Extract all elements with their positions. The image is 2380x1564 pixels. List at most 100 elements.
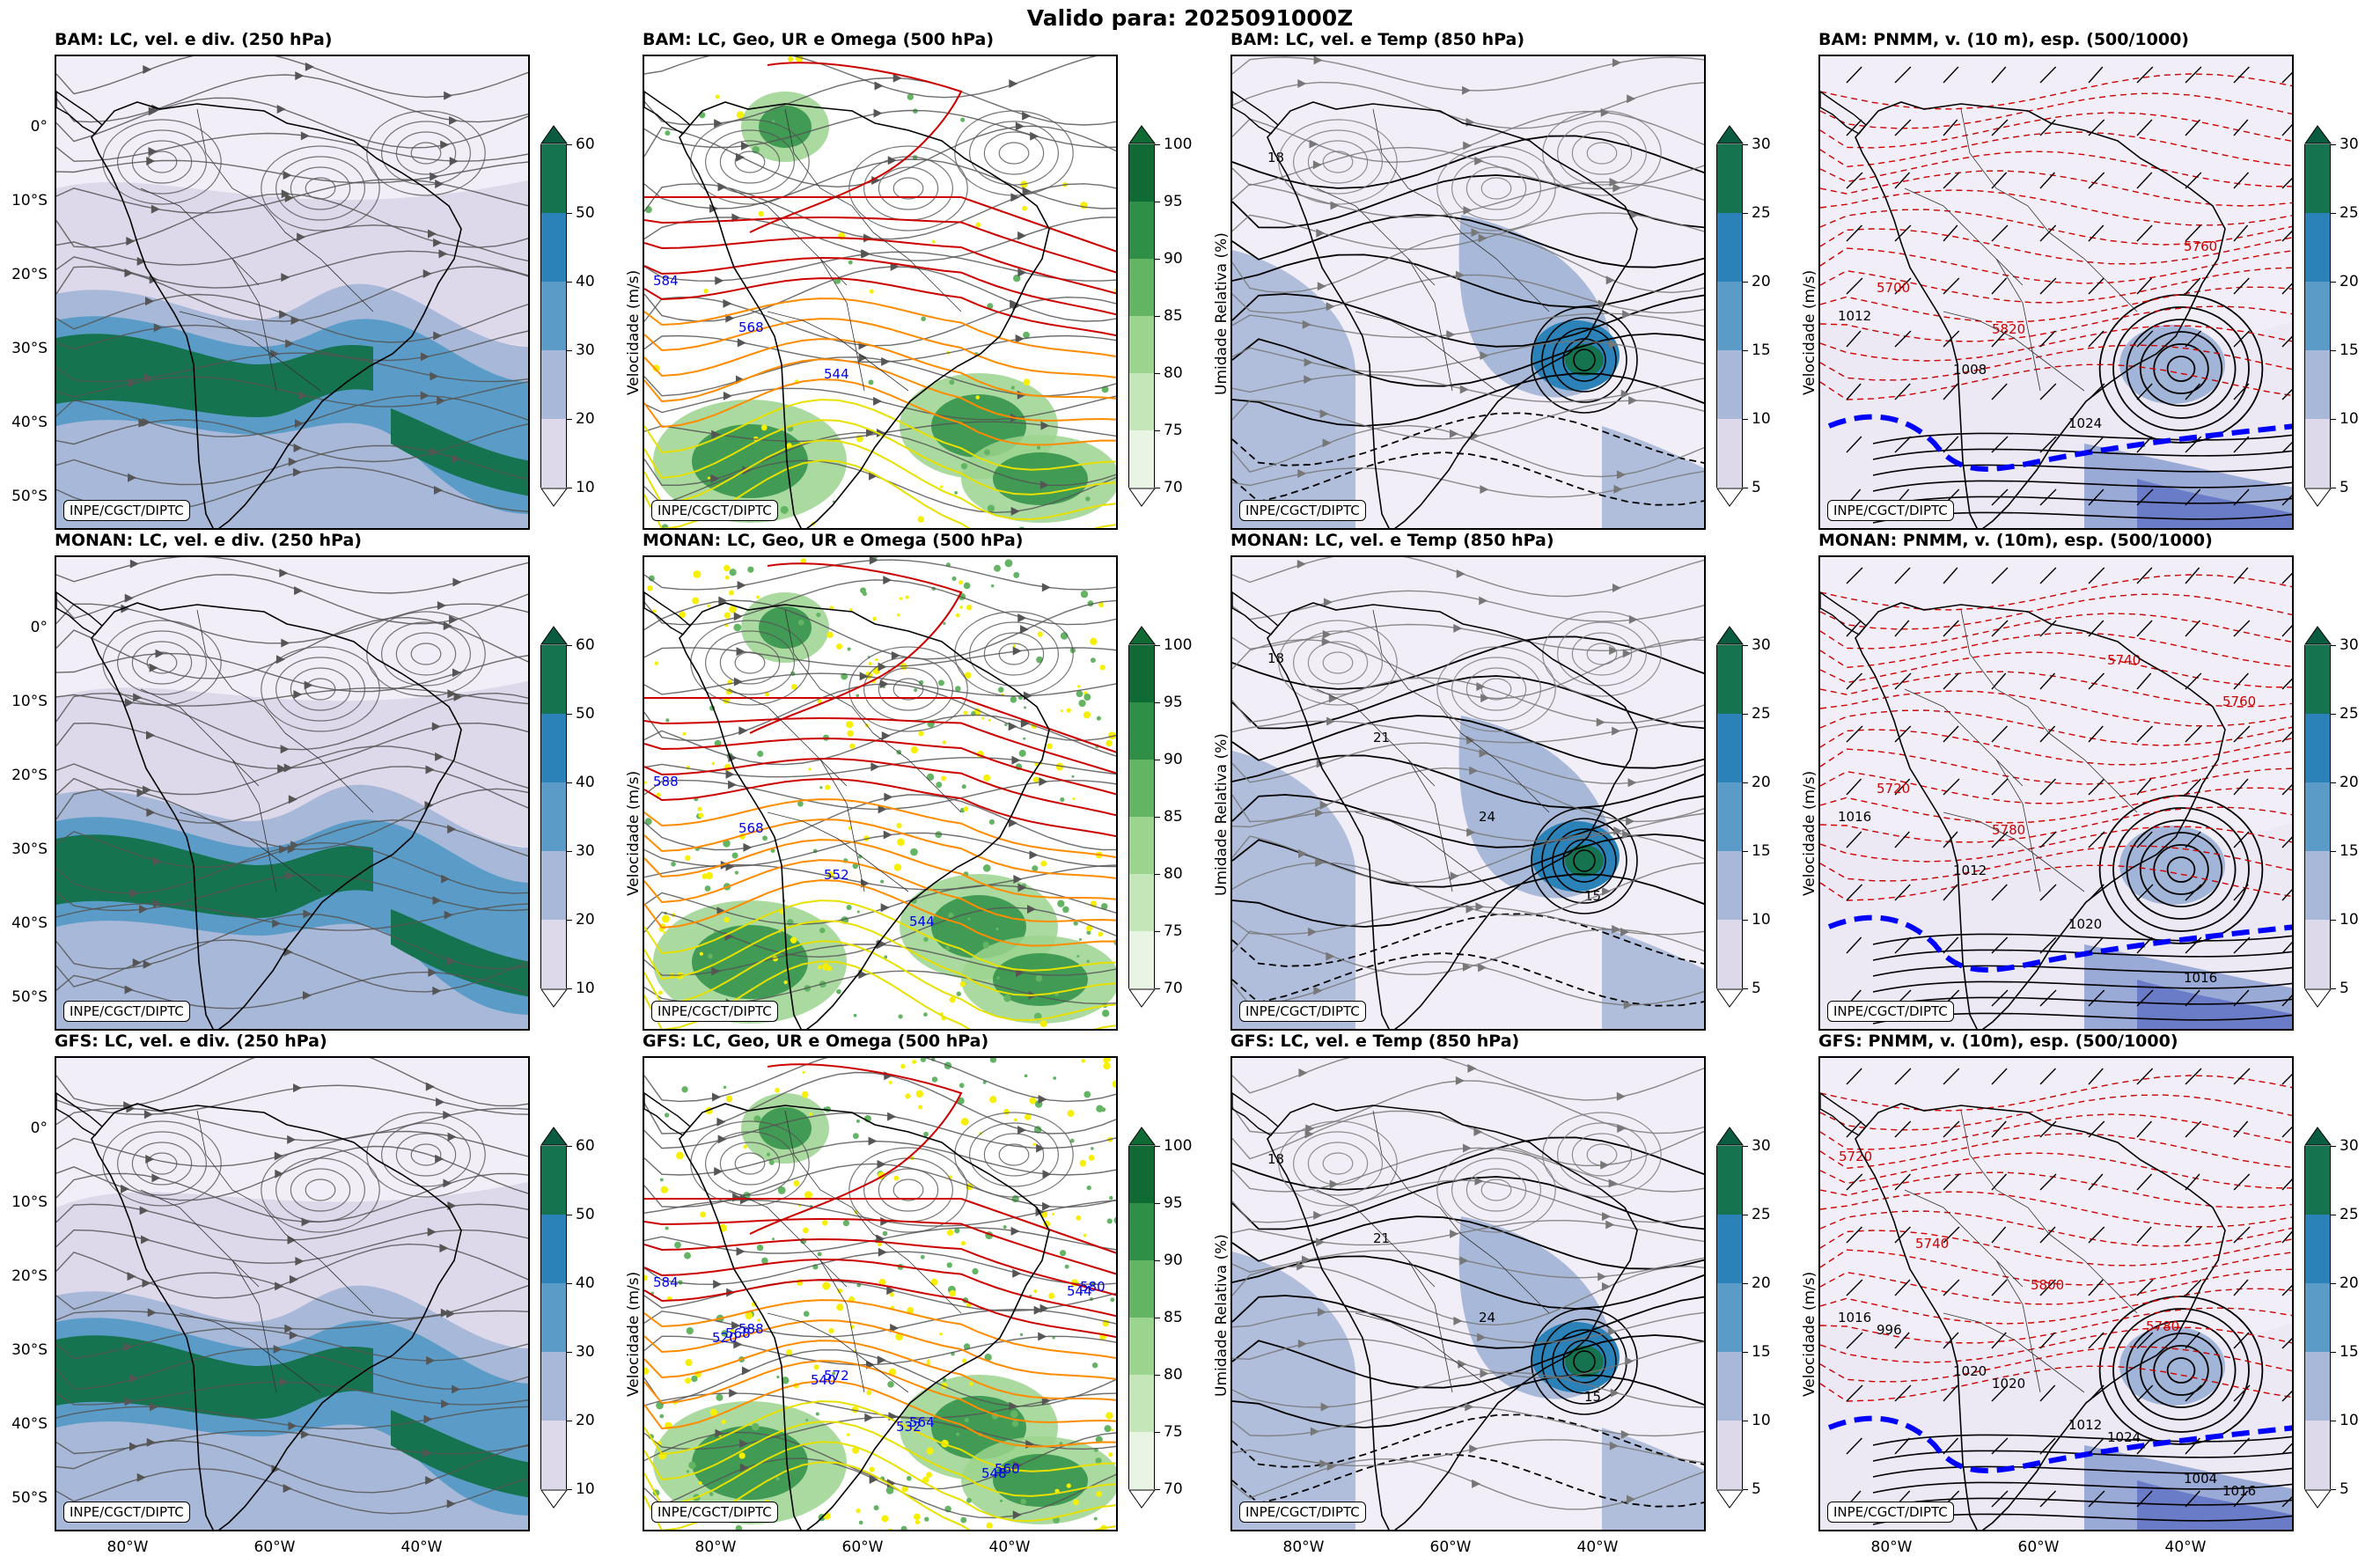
colorbar-wind850: 5 10 15 20 25 30 Velocidade (m/s) [1716, 1127, 1822, 1509]
isobar-label: 1020 [1992, 1376, 2025, 1391]
colorbar-tick-label: 75 [1164, 422, 1183, 439]
latitude-label: 20°S [11, 266, 48, 283]
longitude-label: 40°W [988, 1538, 1031, 1556]
temp-contour-label: 18 [1267, 150, 1284, 165]
colorbar-tickmark [2331, 350, 2336, 351]
geo-contour-label: 568 [725, 1325, 751, 1341]
colorbar-segment [1716, 1421, 1743, 1489]
colorbar-tick-label: 40 [576, 1274, 595, 1292]
longitude-label: 80°W [1282, 1538, 1325, 1556]
colorbar-tickmark [1155, 702, 1160, 703]
colorbar-tickmark [567, 1489, 572, 1490]
colorbar-segment [540, 144, 567, 213]
colorbar-tickmark [567, 920, 572, 921]
colorbar-tick-label: 80 [1164, 865, 1183, 883]
colorbar-tick-label: 100 [1164, 636, 1193, 654]
colorbar-tick-label: 10 [576, 1480, 595, 1498]
thickness-label: 5800 [2031, 1277, 2064, 1293]
colorbar-tick-label: 5 [2340, 479, 2349, 496]
geo-contour-label: 588 [653, 774, 679, 789]
colorbar-tick-label: 75 [1164, 1423, 1183, 1441]
colorbar-segment [1716, 714, 1743, 782]
colorbar-tick-label: 20 [2340, 1274, 2359, 1292]
geo-contour-label: 544 [1067, 1283, 1092, 1299]
colorbar-segment [2304, 419, 2331, 488]
colorbar-segment [2304, 1352, 2331, 1421]
latitude-label: 30°S [11, 340, 48, 357]
geo-contour-label: 548 [981, 1465, 1007, 1481]
colorbar-tick-label: 30 [2340, 636, 2359, 654]
panel-title: MONAN: LC, vel. e Temp (850 hPa) [1230, 531, 1554, 550]
isobar-label: 996 [1877, 1322, 1902, 1338]
isobar-label: 1016 [1838, 809, 1871, 825]
colorbar-tickmark [567, 1146, 572, 1147]
geo-contour-label: 560 [995, 1461, 1020, 1477]
isobar-label: 1012 [1953, 863, 1987, 878]
colorbar-tick-label: 60 [576, 636, 595, 654]
thickness-label: 5820 [1992, 321, 2025, 337]
temp-contour-label: 21 [1373, 730, 1390, 745]
colorbar-tick-label: 25 [1752, 1206, 1771, 1223]
colorbar-tick-label: 30 [576, 1343, 595, 1361]
colorbar-tick-label: 20 [1752, 774, 1771, 791]
credit-box: INPE/CGCT/DIPTC [1827, 500, 1954, 521]
colorbar-segment [1716, 213, 1743, 282]
colorbar-tick-label: 60 [576, 136, 595, 153]
map-canvas [56, 1058, 528, 1530]
colorbar-tickmark [2331, 645, 2336, 646]
colorbar-tick-label: 90 [1164, 1252, 1183, 1269]
colorbar-tickmark [2331, 920, 2336, 921]
panel-title: MONAN: LC, vel. e div. (250 hPa) [55, 531, 362, 550]
credit-box: INPE/CGCT/DIPTC [63, 500, 190, 521]
isobar-label: 1024 [2068, 415, 2102, 431]
colorbar-tick-label: 50 [576, 705, 595, 723]
map-monan-wind250: INPE/CGCT/DIPTC [55, 555, 530, 1031]
map-canvas: 18 [1232, 56, 1704, 528]
latitude-label: 0° [30, 1120, 48, 1137]
colorbar-title: Velocidade (m/s) [1801, 770, 1818, 896]
map-canvas [56, 56, 528, 528]
colorbar-title: Velocidade (m/s) [625, 1271, 643, 1397]
isobar-label: 1024 [2107, 1429, 2141, 1445]
temp-contour-label: 15 [1584, 1389, 1601, 1405]
colorbar-tickmark [1155, 1203, 1160, 1204]
colorbar-tickmark [1743, 282, 1748, 283]
geo-contour-label: 584 [653, 1274, 679, 1290]
panel-title: BAM: LC, vel. e div. (250 hPa) [55, 30, 333, 49]
colorbar-tickmark [1743, 782, 1748, 783]
credit-box: INPE/CGCT/DIPTC [1239, 500, 1366, 521]
credit-box: INPE/CGCT/DIPTC [1827, 1502, 1954, 1523]
colorbar-tick-label: 25 [2340, 1206, 2359, 1223]
colorbar-segment [1716, 782, 1743, 851]
geo-contour-label: 580 [1080, 1279, 1106, 1295]
colorbar-tickmark [1155, 1432, 1160, 1433]
map-canvas: 18 21 24 15 [1232, 1058, 1704, 1530]
colorbar-tick-label: 95 [1164, 694, 1183, 711]
colorbar-tick-label: 10 [576, 479, 595, 496]
colorbar-tick-label: 10 [2340, 410, 2359, 428]
colorbar-wind250: 10 20 30 40 50 60 Velocidade (m/s) [540, 1127, 646, 1509]
colorbar-tick-label: 80 [1164, 364, 1183, 382]
colorbar-tick-label: 10 [576, 980, 595, 997]
isobar-label: 1012 [2068, 1417, 2102, 1433]
colorbar-title: Umidade Relativa (%) [1213, 733, 1230, 896]
colorbar-title: Umidade Relativa (%) [1213, 1234, 1230, 1397]
colorbar-tick-label: 90 [1164, 751, 1183, 768]
colorbar-tick-label: 10 [1752, 1412, 1771, 1429]
colorbar-tickmark [567, 282, 572, 283]
colorbar-segment [540, 714, 567, 782]
longitude-label: 80°W [107, 1538, 149, 1556]
colorbar-segment [540, 213, 567, 282]
geo-contour-label: 552 [824, 867, 849, 883]
colorbar-segment [2304, 1283, 2331, 1352]
colorbar-segment [1716, 419, 1743, 488]
colorbar-segment [1716, 1283, 1743, 1352]
latitude-label: 50°S [11, 988, 48, 1006]
colorbar-tickmark [1743, 350, 1748, 351]
panel-title: MONAN: PNMM, v. (10m), esp. (500/1000) [1818, 531, 2213, 550]
colorbar-tickmark [567, 1352, 572, 1353]
colorbar-title: Velocidade (m/s) [625, 269, 643, 395]
isobar-label: 1020 [1953, 1363, 1987, 1379]
colorbar-tick-label: 20 [2340, 273, 2359, 290]
colorbar-tick-label: 10 [2340, 1412, 2359, 1429]
